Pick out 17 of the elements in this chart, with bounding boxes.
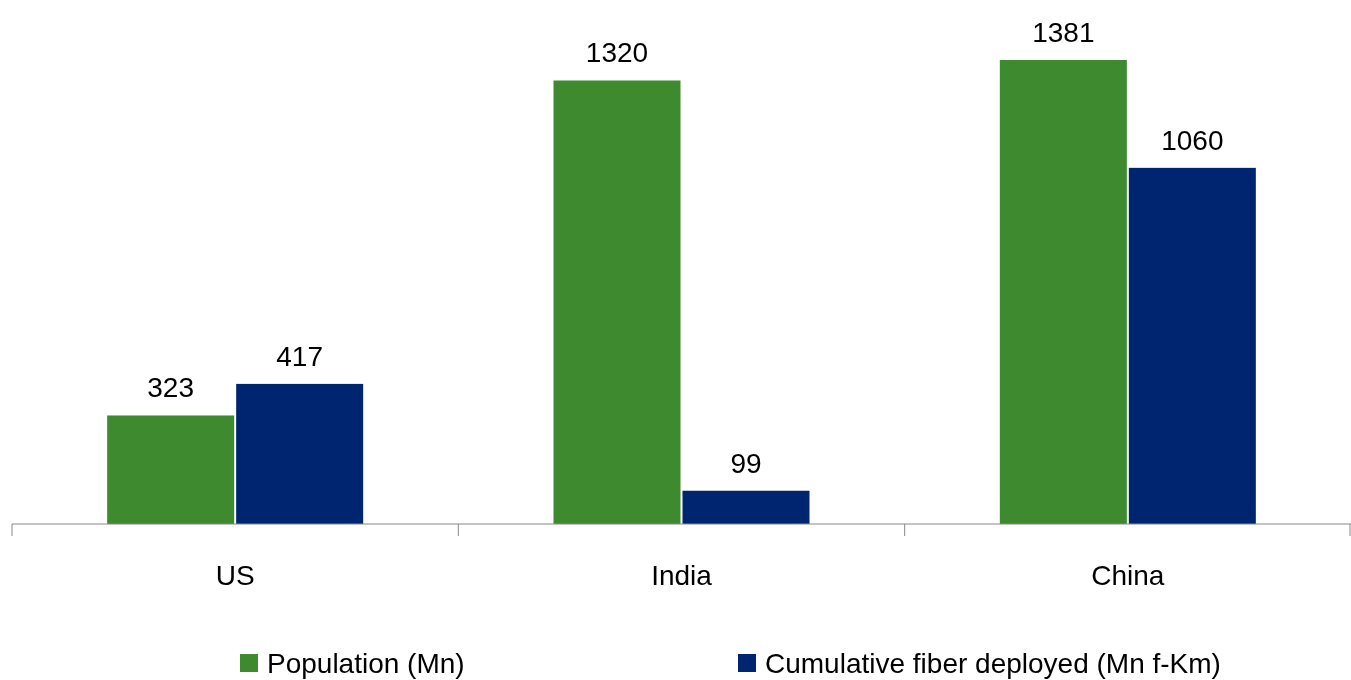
data-label: 1381 (1032, 17, 1095, 48)
x-tick-label: India (651, 560, 713, 591)
data-label: 99 (730, 447, 762, 479)
bar (107, 415, 235, 524)
x-tick-label: China (1091, 560, 1165, 591)
bar (236, 383, 364, 524)
data-label: 1060 (1161, 124, 1224, 156)
legend-label: Population (Mn) (267, 648, 465, 679)
bar (682, 490, 810, 524)
bar (553, 80, 681, 524)
x-tick-label: US (215, 560, 255, 591)
data-label: 323 (147, 372, 195, 404)
bar (999, 60, 1127, 524)
data-label: 1320 (585, 37, 649, 69)
legend-label: Cumulative fiber deployed (Mn f-Km) (765, 648, 1221, 679)
data-label: 417 (276, 340, 324, 372)
bar (1128, 167, 1256, 524)
